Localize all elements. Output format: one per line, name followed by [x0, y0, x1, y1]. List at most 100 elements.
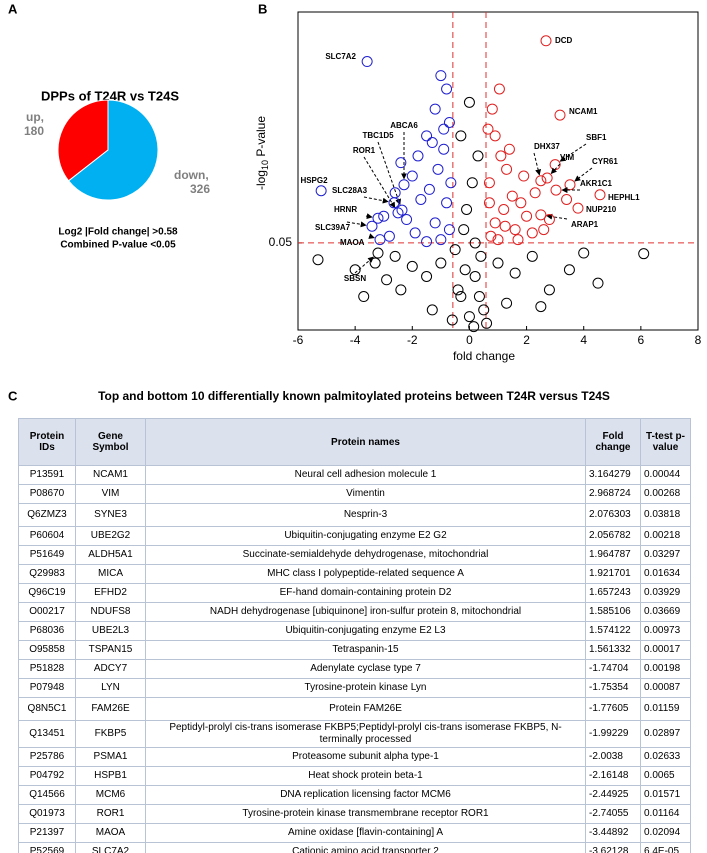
data-point	[461, 203, 473, 215]
table-cell: TSPAN15	[75, 640, 146, 660]
table-cell: P51828	[18, 659, 76, 679]
data-point	[398, 179, 410, 191]
data-point	[409, 227, 421, 239]
data-point	[509, 224, 521, 236]
data-point	[526, 250, 538, 262]
data-point	[485, 230, 497, 242]
table-cell: 1.964787	[585, 545, 641, 565]
table-row: P51828 ADCY7 Adenylate cyclase type 7 -1.74…	[18, 659, 691, 679]
data-point	[538, 224, 550, 236]
data-point	[594, 189, 606, 201]
table-cell: 0.01634	[640, 564, 691, 584]
data-point	[501, 163, 513, 175]
table-cell: 3.164279	[585, 465, 641, 485]
point-label: ARAP1	[571, 220, 599, 229]
label-arrow	[546, 213, 568, 220]
table-cell: 0.02633	[640, 747, 691, 767]
table-cell: ROR1	[75, 804, 146, 824]
data-point	[543, 284, 555, 296]
header-row: Protein IDs Gene Symbol Protein names Fold …	[18, 418, 691, 466]
point-label: SLC39A7	[315, 223, 351, 232]
table-row: O95858 TSPAN15 Tetraspanin-15 1.561332 0.000…	[18, 640, 691, 660]
point-label: NUP210	[586, 205, 617, 214]
x-tick-label: 6	[638, 333, 645, 347]
data-point	[535, 301, 547, 313]
table-row: P68036 UBE2L3 Ubiquitin-conjugating enzyme…	[18, 621, 691, 641]
table-cell: 0.02094	[640, 823, 691, 843]
data-point	[563, 264, 575, 276]
data-point	[423, 183, 435, 195]
table-cell: 0.00268	[640, 484, 691, 504]
table-cell: -3.62128	[585, 842, 641, 853]
data-point	[441, 197, 453, 209]
data-point	[469, 270, 481, 282]
point-label: CYR61	[592, 157, 618, 166]
data-point	[358, 291, 370, 303]
table-cell: 2.076303	[585, 503, 641, 527]
table-cell: 0.03929	[640, 583, 691, 603]
table-cell: -1.99229	[585, 720, 641, 748]
data-point	[468, 321, 480, 333]
table-cell: 0.00218	[640, 526, 691, 546]
data-point	[509, 267, 521, 279]
data-point	[443, 116, 455, 128]
table-cell: Ubiquitin-conjugating enzyme E2 L3	[145, 621, 586, 641]
table-cell: Amine oxidase [flavin-containing] A	[145, 823, 586, 843]
data-point	[512, 234, 524, 246]
data-point	[389, 187, 401, 199]
table-row: P51649 ALDH5A1 Succinate-semialdehyde dehy…	[18, 545, 691, 565]
table-cell: P51649	[18, 545, 76, 565]
pie-slice	[57, 99, 109, 182]
table-row: Q6ZMZ3 SYNE3 Nesprin-3 2.076303 0.03818	[18, 503, 691, 527]
data-point	[472, 150, 484, 162]
data-point	[429, 217, 441, 229]
point-label: DHX37	[534, 142, 560, 151]
header-cell: Gene Symbol	[75, 418, 146, 466]
table-cell: MCM6	[75, 785, 146, 805]
data-point	[503, 143, 515, 155]
table-cell: 0.03669	[640, 602, 691, 622]
table-cell: O95858	[18, 640, 76, 660]
table-cell: 1.657243	[585, 583, 641, 603]
table-cell: EFHD2	[75, 583, 146, 603]
data-point	[540, 35, 552, 47]
data-point	[521, 210, 533, 222]
table-cell: 2.056782	[585, 526, 641, 546]
table-cell: -1.74704	[585, 659, 641, 679]
table-cell: 2.968724	[585, 484, 641, 504]
data-point	[421, 130, 433, 142]
x-tick-label: -2	[407, 333, 418, 347]
data-point	[435, 234, 447, 246]
point-label: SBF1	[586, 133, 607, 142]
table-cell: NDUFS8	[75, 602, 146, 622]
point-label: VIM	[560, 153, 575, 162]
table-cell: -2.0038	[585, 747, 641, 767]
table-cell: 0.00044	[640, 465, 691, 485]
data-point	[395, 284, 407, 296]
data-point	[378, 210, 390, 222]
table-cell: Tyrosine-protein kinase transmembrane re…	[145, 804, 586, 824]
data-point	[483, 177, 495, 189]
data-point	[483, 197, 495, 209]
data-point	[449, 244, 461, 256]
pie-label: up,	[26, 110, 44, 124]
data-point	[489, 217, 501, 229]
table-cell: Nesprin-3	[145, 503, 586, 527]
x-tick-label: 2	[523, 333, 530, 347]
table-cell: MAOA	[75, 823, 146, 843]
table-cell: DNA replication licensing factor MCM6	[145, 785, 586, 805]
data-point	[481, 317, 493, 329]
table-cell: 1.574122	[585, 621, 641, 641]
table-row: P52569 SLC7A2 Cationic amino acid transpor…	[18, 842, 691, 853]
data-point	[429, 103, 441, 115]
data-point	[535, 209, 547, 221]
data-point	[452, 284, 464, 296]
data-point	[469, 237, 481, 249]
data-point	[369, 257, 381, 269]
table-cell: UBE2G2	[75, 526, 146, 546]
table-cell: EF-hand domain-containing protein D2	[145, 583, 586, 603]
data-point	[438, 123, 450, 135]
table-cell: 0.01164	[640, 804, 691, 824]
table-cell: Tyrosine-protein kinase Lyn	[145, 678, 586, 698]
table-cell: 0.01571	[640, 785, 691, 805]
